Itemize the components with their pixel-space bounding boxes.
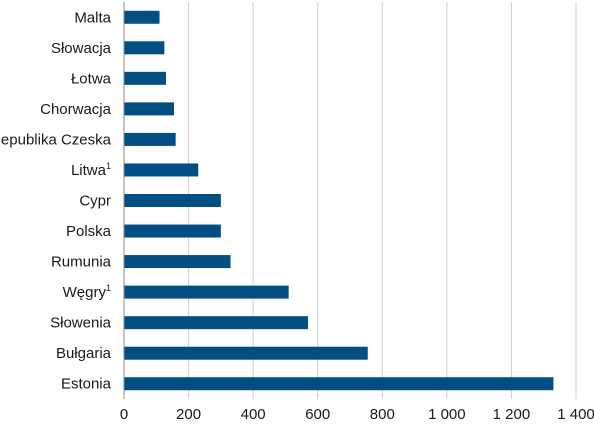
category-name: Litwa [71, 162, 107, 179]
category-label: Litwa1 [71, 161, 111, 179]
bar [124, 224, 221, 238]
bar [124, 71, 166, 85]
x-tick-label: 600 [305, 406, 330, 423]
gridlines [188, 2, 577, 399]
bar [124, 346, 368, 360]
category-name: Bułgaria [56, 345, 112, 362]
x-tick-labels: 0 200 400 600 800 1 000 1 200 1 400 [120, 406, 594, 423]
category-name: Republika Czeska [0, 131, 112, 148]
bar [124, 163, 199, 177]
bars [124, 10, 554, 391]
category-label: Estonia [61, 376, 112, 393]
category-label: Polska [66, 223, 112, 240]
x-tick-label: 1 400 [557, 406, 594, 423]
bar [124, 10, 160, 24]
x-tick-label: 1 000 [428, 406, 466, 423]
category-name: Polska [66, 223, 112, 240]
x-tick-label: 1 200 [493, 406, 531, 423]
category-name: Słowacja [51, 40, 112, 57]
category-name: Łotwa [71, 70, 112, 87]
category-name: Estonia [61, 376, 112, 393]
category-label: Malta [74, 9, 111, 26]
category-label: Węgry1 [63, 283, 111, 301]
category-label: Republika Czeska [0, 131, 112, 148]
category-labels: Malta Słowacja Łotwa Chorwacja Republika Cze… [0, 9, 112, 392]
category-name: Cypr [79, 193, 111, 210]
category-name: Malta [74, 9, 111, 26]
bar [124, 41, 165, 55]
footnote-marker: 1 [106, 161, 111, 171]
category-label: Rumunia [51, 254, 112, 271]
category-label: Łotwa [71, 70, 112, 87]
category-name: Słowenia [50, 315, 112, 332]
bar [124, 102, 175, 116]
category-label: Cypr [79, 193, 111, 210]
category-label: Bułgaria [56, 345, 112, 362]
bar [124, 132, 176, 146]
bar [124, 285, 289, 299]
category-name: Rumunia [51, 254, 112, 271]
category-name: Węgry [63, 284, 107, 301]
bar [124, 255, 231, 269]
x-tick-label: 400 [241, 406, 266, 423]
x-tick-label: 0 [120, 406, 128, 423]
x-tick-label: 800 [370, 406, 395, 423]
category-name: Chorwacja [40, 101, 112, 118]
category-label: Słowenia [50, 315, 112, 332]
category-label: Chorwacja [40, 101, 112, 118]
bar [124, 194, 221, 207]
footnote-marker: 1 [106, 283, 111, 293]
category-label: Słowacja [51, 40, 112, 57]
bar [124, 377, 554, 391]
x-tick-label: 200 [176, 406, 201, 423]
bar [124, 316, 309, 330]
